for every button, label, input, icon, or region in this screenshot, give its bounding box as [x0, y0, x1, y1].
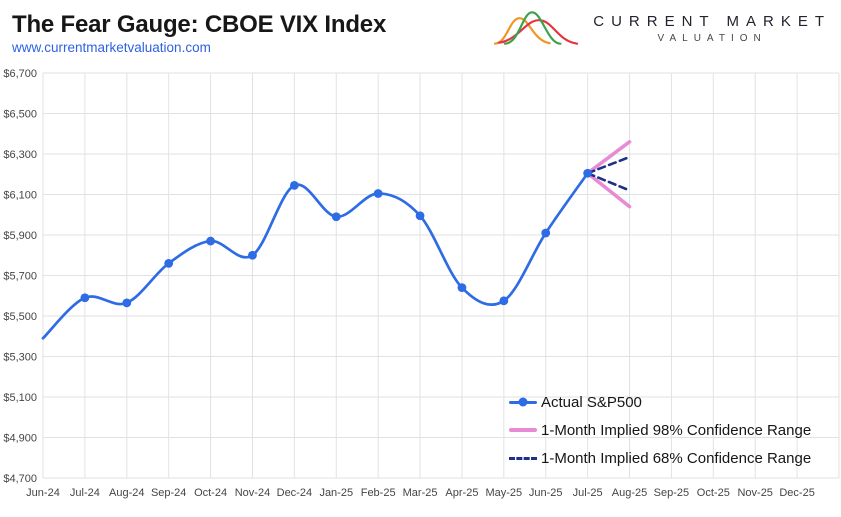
y-axis-tick: $4,900	[3, 433, 37, 445]
x-axis-tick: Nov-25	[737, 487, 772, 499]
logo-bell-curves-icon	[494, 11, 579, 45]
data-point-marker	[541, 228, 551, 238]
data-point-marker	[415, 211, 425, 221]
x-axis-tick: Sep-24	[151, 487, 186, 499]
data-point-marker	[164, 258, 174, 268]
legend-label: 1-Month Implied 68% Confidence Range	[541, 449, 812, 467]
x-axis-tick: Mar-25	[403, 487, 438, 499]
fan-line	[585, 140, 632, 176]
x-axis-tick: Oct-25	[697, 487, 730, 499]
data-point-marker	[206, 236, 215, 246]
data-point-marker	[457, 283, 467, 293]
data-point-marker	[499, 296, 509, 306]
legend-label: 1-Month Implied 98% Confidence Range	[541, 421, 812, 439]
x-axis-tick: Dec-24	[277, 487, 312, 499]
dashed-navy-line-icon	[509, 452, 537, 464]
y-axis-tick: $6,700	[3, 68, 37, 80]
data-point-marker	[248, 250, 257, 260]
y-axis-tick: $5,300	[3, 352, 37, 364]
legend-label: Actual S&P500	[541, 393, 642, 411]
chart-legend: Actual S&P500 1-Month Implied 98% Confid…	[509, 388, 811, 472]
x-axis-tick: Sep-25	[654, 487, 689, 499]
x-axis-tick: Aug-24	[109, 487, 144, 499]
legend-item-actual-sp500: Actual S&P500	[509, 388, 811, 416]
site-url-link[interactable]: www.currentmarketvaluation.com	[12, 40, 211, 55]
x-axis-tick: Oct-24	[194, 487, 227, 499]
x-axis-tick: Jun-24	[26, 487, 60, 499]
x-axis-tick: Feb-25	[361, 487, 396, 499]
actual-sp500-line	[41, 171, 589, 340]
data-point-marker	[122, 298, 132, 308]
fan-line	[586, 155, 631, 175]
y-axis-tick: $5,100	[3, 392, 37, 404]
data-point-marker	[80, 293, 90, 303]
fan-line	[585, 171, 632, 209]
y-axis-tick: $5,900	[3, 230, 37, 242]
x-axis-tick: Nov-24	[235, 487, 270, 499]
y-axis-tick: $6,500	[3, 109, 37, 121]
x-axis-tick: May-25	[485, 487, 522, 499]
legend-item-68-confidence: 1-Month Implied 68% Confidence Range	[509, 444, 811, 472]
y-axis-tick: $6,300	[3, 149, 37, 161]
x-axis-tick: Apr-25	[445, 487, 478, 499]
data-point-marker	[289, 180, 299, 190]
brand-logo: CURRENT MARKET VALUATION	[493, 6, 831, 50]
chart-header: The Fear Gauge: CBOE VIX Index www.curre…	[12, 10, 386, 57]
actual-line-marker-icon	[509, 396, 537, 408]
x-axis-tick: Jun-25	[529, 487, 563, 499]
logo-line1: CURRENT MARKET	[593, 12, 831, 30]
fan-line	[586, 171, 631, 192]
solid-pink-line-icon	[509, 424, 537, 436]
data-point-marker	[331, 212, 341, 222]
y-axis-tick: $5,700	[3, 271, 37, 283]
x-axis-tick: Jul-25	[573, 487, 603, 499]
data-point-marker	[373, 189, 383, 198]
data-point-marker	[583, 168, 593, 178]
y-axis-tick: $4,700	[3, 473, 37, 485]
logo-wordmark: CURRENT MARKET VALUATION	[593, 13, 831, 44]
y-axis-tick: $5,500	[3, 311, 37, 323]
x-axis-tick: Jan-25	[319, 487, 353, 499]
x-axis-tick: Aug-25	[612, 487, 647, 499]
x-axis-tick: Jul-24	[70, 487, 100, 499]
legend-item-98-confidence: 1-Month Implied 98% Confidence Range	[509, 416, 811, 444]
x-axis-tick: Dec-25	[779, 487, 814, 499]
page-title: The Fear Gauge: CBOE VIX Index	[12, 11, 387, 38]
y-axis-tick: $6,100	[3, 190, 37, 202]
logo-line2: VALUATION	[657, 32, 767, 44]
